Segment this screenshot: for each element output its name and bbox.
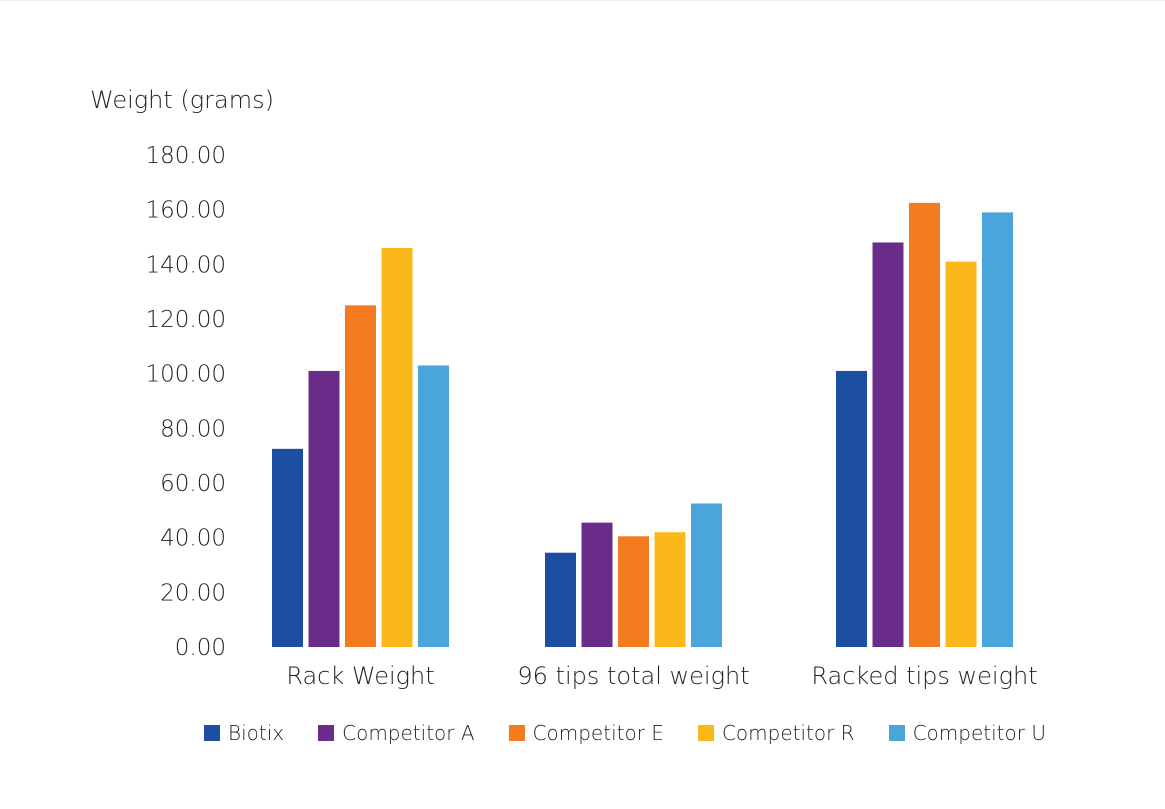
bar-competitor-a-0 [308,370,340,647]
legend-swatch [508,725,525,741]
y-tick-label: 160.00 [146,198,226,224]
x-category-label: Racked tips weight [811,662,1037,690]
y-tick-label: 140.00 [146,252,226,278]
bar-competitor-r-0 [381,247,413,647]
legend-item: Competitor U [888,721,1046,745]
legend-item: Competitor A [318,721,475,745]
bar-competitor-a-2 [872,242,904,647]
bar-competitor-e-2 [909,202,940,648]
bar-biotix-2 [836,370,867,647]
legend-label: Biotix [228,721,285,745]
top-border [0,0,1165,1]
bar-biotix-0 [272,448,303,647]
y-tick-label: 80.00 [160,416,226,442]
legend-label: Competitor E [532,721,664,745]
bar-competitor-r-1 [654,532,686,647]
y-tick-label: 120.00 [146,307,226,333]
legend-label: Competitor R [721,721,855,745]
bar-competitor-e-1 [618,536,649,647]
legend-label: Competitor U [912,721,1046,745]
legend-item: Biotix [204,721,284,745]
x-category-label: 96 tips total weight [517,662,749,690]
legend-item: Competitor R [697,721,855,745]
bars [272,202,1013,648]
legend-swatch [204,725,220,741]
x-category-label: Rack Weight [286,662,434,690]
y-tick-label: 100.00 [146,362,226,388]
bar-competitor-r-2 [945,261,977,647]
bar-competitor-u-2 [982,212,1013,647]
y-tick-label: 40.00 [160,526,226,552]
x-axis-ticks: Rack Weight 96 tips total weight Racked ti… [286,662,1037,690]
y-tick-label: 60.00 [160,471,226,497]
bar-competitor-u-0 [418,365,449,647]
legend: Biotix Competitor A Competitor E Competitor… [0,721,1165,745]
bar-competitor-u-1 [691,503,722,647]
y-tick-label: 0.00 [175,635,226,661]
y-tick-label: 180.00 [146,143,226,169]
y-axis-ticks: 0.00 20.00 40.00 60.00 80.00 100.00 120.00 140.… [146,143,226,661]
legend-label: Competitor A [342,721,475,745]
y-axis-label: Weight (grams) [90,86,274,114]
bar-competitor-e-0 [345,305,376,647]
bar-biotix-1 [545,552,576,647]
y-tick-label: 20.00 [160,580,226,606]
legend-item: Competitor E [508,721,664,745]
legend-swatch [888,725,905,741]
legend-swatch [318,725,335,741]
bar-competitor-a-1 [581,522,613,647]
legend-swatch [697,725,714,741]
